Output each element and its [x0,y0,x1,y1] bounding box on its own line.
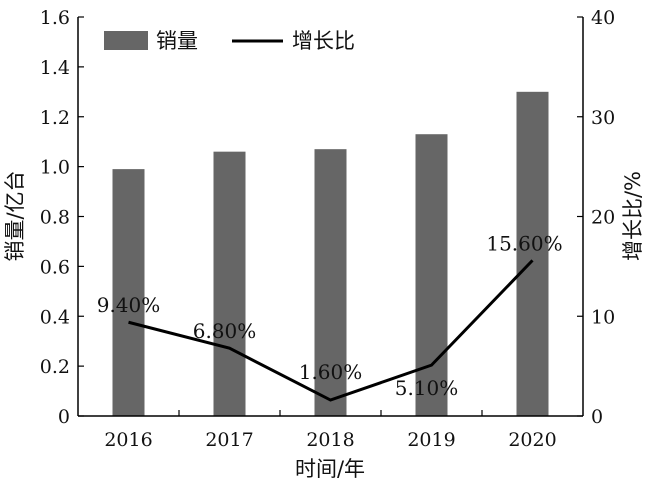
bar-series [112,91,549,417]
right-tick-label: 30 [591,107,615,129]
data-label-2017: 6.80% [193,319,257,343]
right-tick-label: 20 [591,207,615,229]
data-label-2020: 15.60% [486,231,562,255]
left-tick-label: 1.2 [40,107,70,129]
x-axis-ticks: 2016 2017 2018 2019 2020 [104,410,557,451]
bar-2017 [213,151,246,416]
y-axis-right-title: 增长比/% [621,171,645,261]
legend: 销量 增长比 [104,29,355,53]
data-label-2019: 5.10% [395,376,459,400]
x-tick-label-2019: 2019 [407,429,455,451]
left-tick-label: 0 [58,406,70,428]
line-series [128,259,534,402]
left-axis-ticks: 0 0.2 0.4 0.6 0.8 1.0 1.2 1.4 1.6 [40,7,84,428]
x-tick-label-2016: 2016 [104,429,152,451]
growth-line [128,259,534,402]
legend-label-line: 增长比 [292,29,355,53]
data-label-2016: 9.40% [97,293,161,317]
legend-swatch-bar [104,31,148,50]
x-tick-label-2017: 2017 [205,429,253,451]
left-tick-label: 1.6 [40,7,70,29]
x-tick-label-2018: 2018 [306,429,354,451]
right-tick-label: 40 [591,7,615,29]
right-axis-ticks: 0 10 20 30 40 [577,7,615,428]
right-tick-label: 10 [591,306,615,328]
bar-2020 [516,91,549,416]
left-tick-label: 0.6 [40,256,70,278]
x-axis-title: 时间/年 [295,457,365,481]
line-data-labels: 9.40% 6.80% 1.60% 5.10% 15.60% [97,231,563,400]
left-tick-label: 0.2 [40,356,70,378]
right-tick-label: 0 [591,406,603,428]
bar-2019 [415,134,448,417]
bar-2018 [314,149,347,416]
left-tick-label: 0.4 [40,306,70,328]
y-axis-left-title: 销量/亿台 [3,170,27,261]
x-tick-label-2020: 2020 [508,429,556,451]
legend-label-bar: 销量 [156,29,198,53]
left-tick-label: 1.4 [40,57,70,79]
data-label-2018: 1.60% [299,360,363,384]
bar-2016 [112,169,145,416]
left-tick-label: 0.8 [40,207,70,229]
left-tick-label: 1.0 [40,157,70,179]
